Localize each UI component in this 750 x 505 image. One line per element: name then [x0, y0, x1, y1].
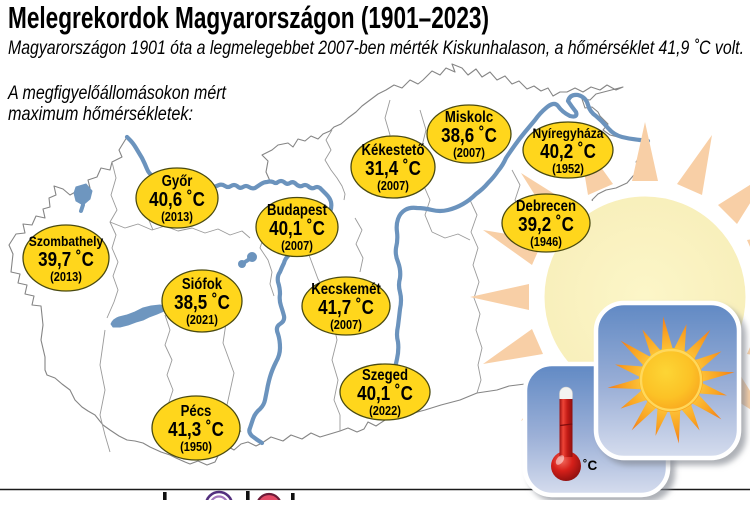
svg-text:Szombathely: Szombathely: [29, 234, 103, 250]
svg-text:Melegrekordok Magyarországon (: Melegrekordok Magyarországon (1901–2023): [8, 1, 489, 35]
svg-text:Siófok: Siófok: [182, 276, 223, 293]
svg-text:(2013): (2013): [50, 270, 82, 284]
svg-text:(1946): (1946): [530, 235, 562, 249]
svg-text:(2007): (2007): [330, 318, 362, 332]
svg-text:(1952): (1952): [552, 162, 584, 176]
svg-text:(2021): (2021): [186, 313, 218, 327]
svg-text:38,5 ˚C: 38,5 ˚C: [174, 291, 230, 314]
svg-text:40,1 ˚C: 40,1 ˚C: [269, 217, 325, 240]
svg-text:Kecskemét: Kecskemét: [311, 281, 381, 298]
svg-text:Budapest: Budapest: [267, 202, 327, 219]
svg-text:39,2 ˚C: 39,2 ˚C: [518, 213, 574, 236]
svg-text:A megfigyelőállomásokon mért: A megfigyelőállomásokon mért: [7, 82, 227, 104]
svg-text:˚C: ˚C: [583, 458, 597, 473]
svg-text:41,3 ˚C: 41,3 ˚C: [168, 418, 224, 441]
svg-text:40,2 ˚C: 40,2 ˚C: [540, 140, 596, 163]
svg-text:31,4 ˚C: 31,4 ˚C: [365, 157, 421, 180]
svg-text:40,1 ˚C: 40,1 ˚C: [357, 382, 413, 405]
svg-text:40,6 ˚C: 40,6 ˚C: [149, 188, 205, 211]
svg-text:Kékestető: Kékestető: [362, 142, 425, 159]
svg-text:Pécs: Pécs: [181, 403, 212, 420]
svg-text:41,7 ˚C: 41,7 ˚C: [318, 296, 374, 319]
svg-text:(1950): (1950): [180, 440, 212, 454]
svg-text:Miskolc: Miskolc: [445, 109, 494, 126]
svg-text:maximum hőmérsékletek:: maximum hőmérsékletek:: [8, 103, 193, 125]
svg-text:Debrecen: Debrecen: [516, 198, 576, 215]
svg-text:(2013): (2013): [161, 210, 193, 224]
svg-text:(2007): (2007): [377, 179, 409, 193]
svg-text:Szeged: Szeged: [362, 367, 408, 384]
svg-text:Győr: Győr: [162, 173, 193, 190]
svg-text:39,7 ˚C: 39,7 ˚C: [38, 248, 94, 271]
svg-text:(2007): (2007): [281, 239, 313, 253]
svg-text:(2007): (2007): [453, 146, 485, 160]
svg-text:38,6 ˚C: 38,6 ˚C: [441, 124, 497, 147]
svg-text:Nyíregyháza: Nyíregyháza: [533, 126, 604, 142]
svg-text:Magyarországon 1901 óta a legm: Magyarországon 1901 óta a legmelegebbet …: [8, 37, 744, 59]
svg-text:(2022): (2022): [369, 404, 401, 418]
